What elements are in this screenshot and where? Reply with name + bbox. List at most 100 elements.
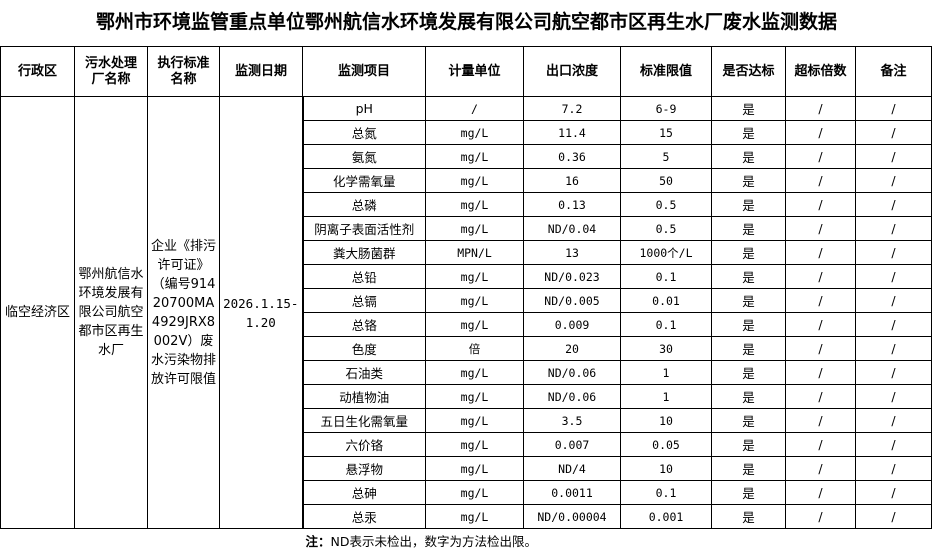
cell-unit: MPN/L [425,240,524,265]
cell-remark: / [855,288,932,313]
cell-unit: mg/L [425,504,524,529]
cell-monitor-item: 总汞 [301,504,426,529]
cell-exceed-ratio: / [785,240,856,265]
cell-standard-limit: 10 [620,456,712,481]
cell-standard-limit: 0.5 [620,192,712,217]
cell-compliant: 是 [711,504,786,529]
cell-outlet-concentration: 13 [523,240,621,265]
cell-exceed-ratio: / [785,120,856,145]
cell-standard-limit: 1000个/L [620,240,712,265]
cell-standard-limit: 0.05 [620,432,712,457]
cell-monitor-item: 总铅 [301,264,426,289]
cell-remark: / [855,456,932,481]
cell-unit: / [425,96,524,121]
cell-remark: / [855,432,932,457]
cell-outlet-concentration: ND/4 [523,456,621,481]
cell-unit: mg/L [425,312,524,337]
cell-remark: / [855,480,932,505]
cell-exceed-ratio: / [785,288,856,313]
cell-unit: mg/L [425,216,524,241]
cell-remark: / [855,192,932,217]
cell-monitor-item: 六价铬 [301,432,426,457]
cell-outlet-concentration: 20 [523,336,621,361]
cell-monitor-item: 化学需氧量 [301,168,426,193]
cell-unit: mg/L [425,432,524,457]
cell-exceed-ratio: / [785,384,856,409]
cell-exceed-ratio: / [785,192,856,217]
cell-compliant: 是 [711,288,786,313]
cell-outlet-concentration: ND/0.00004 [523,504,621,529]
cell-monitor-item: 动植物油 [301,384,426,409]
cell-standard-limit: 0.001 [620,504,712,529]
page-title: 鄂州市环境监管重点单位鄂州航信水环境发展有限公司航空都市区再生水厂废水监测数据 [95,11,837,33]
cell-remark: / [855,264,932,289]
cell-compliant: 是 [711,240,786,265]
merged-plant: 鄂州航信水环境发展有限公司航空都市区再生水厂 [74,96,148,529]
table-row: 粪大肠菌群 MPN/L 13 1000个/L 是 / / [1,240,932,265]
cell-unit: mg/L [425,264,524,289]
cell-exceed-ratio: / [785,360,856,385]
cell-exceed-ratio: / [785,312,856,337]
cell-outlet-concentration: 0.0011 [523,480,621,505]
merged-standard: 企业《排污许可证》（编号91420700MA4929JRX8002V）废水污染物… [147,96,220,529]
header-plant-name: 污水处理厂名称 [74,46,148,97]
cell-exceed-ratio: / [785,264,856,289]
monitoring-table: 行政区 污水处理厂名称 执行标准名称 监测日期 监测项目 计量单位 出口浓度 标准限值 是否达标… [0,46,932,551]
merged-district: 临空经济区 [0,96,75,529]
cell-compliant: 是 [711,120,786,145]
cell-standard-limit: 50 [620,168,712,193]
cell-compliant: 是 [711,336,786,361]
cell-compliant: 是 [711,456,786,481]
cell-unit: mg/L [425,288,524,313]
table-row: 总砷 mg/L 0.0011 0.1 是 / / [1,480,932,505]
cell-compliant: 是 [711,408,786,433]
cell-exceed-ratio: / [785,168,856,193]
cell-standard-limit: 1 [620,384,712,409]
table-row: 总铅 mg/L ND/0.023 0.1 是 / / [1,264,932,289]
cell-standard-limit: 0.1 [620,312,712,337]
table-row: 总汞 mg/L ND/0.00004 0.001 是 / / [1,504,932,529]
cell-standard-limit: 0.5 [620,216,712,241]
table-row: 总铬 mg/L 0.009 0.1 是 / / [1,312,932,337]
cell-compliant: 是 [711,144,786,169]
cell-standard-limit: 0.1 [620,264,712,289]
cell-exceed-ratio: / [785,480,856,505]
cell-compliant: 是 [711,432,786,457]
cell-compliant: 是 [711,264,786,289]
cell-compliant: 是 [711,96,786,121]
cell-unit: mg/L [425,360,524,385]
cell-standard-limit: 1 [620,360,712,385]
header-standard-name: 执行标准名称 [147,46,220,97]
header-standard-limit: 标准限值 [620,46,712,97]
cell-monitor-item: 悬浮物 [301,456,426,481]
cell-unit: mg/L [425,192,524,217]
table-row: 总磷 mg/L 0.13 0.5 是 / / [1,192,932,217]
cell-monitor-item: 石油类 [301,360,426,385]
cell-monitor-item: 总铬 [301,312,426,337]
cell-remark: / [855,240,932,265]
cell-unit: mg/L [425,120,524,145]
header-district: 行政区 [0,46,75,97]
cell-exceed-ratio: / [785,456,856,481]
cell-unit: 倍 [425,336,524,361]
cell-remark: / [855,504,932,529]
cell-compliant: 是 [711,384,786,409]
cell-monitor-item: pH [301,96,426,121]
header-exceed-ratio: 超标倍数 [785,46,856,97]
cell-outlet-concentration: ND/0.023 [523,264,621,289]
cell-remark: / [855,120,932,145]
cell-remark: / [855,312,932,337]
cell-monitor-item: 阴离子表面活性剂 [301,216,426,241]
note-label: 注： [305,533,331,549]
header-unit: 计量单位 [425,46,524,97]
cell-monitor-item: 色度 [301,336,426,361]
cell-outlet-concentration: 0.007 [523,432,621,457]
cell-compliant: 是 [711,192,786,217]
cell-remark: / [855,408,932,433]
cell-compliant: 是 [711,168,786,193]
header-remark: 备注 [855,46,932,97]
cell-unit: mg/L [425,384,524,409]
cell-monitor-item: 总磷 [301,192,426,217]
table-row: 阴离子表面活性剂 mg/L ND/0.04 0.5 是 / / [1,216,932,241]
cell-outlet-concentration: 7.2 [523,96,621,121]
